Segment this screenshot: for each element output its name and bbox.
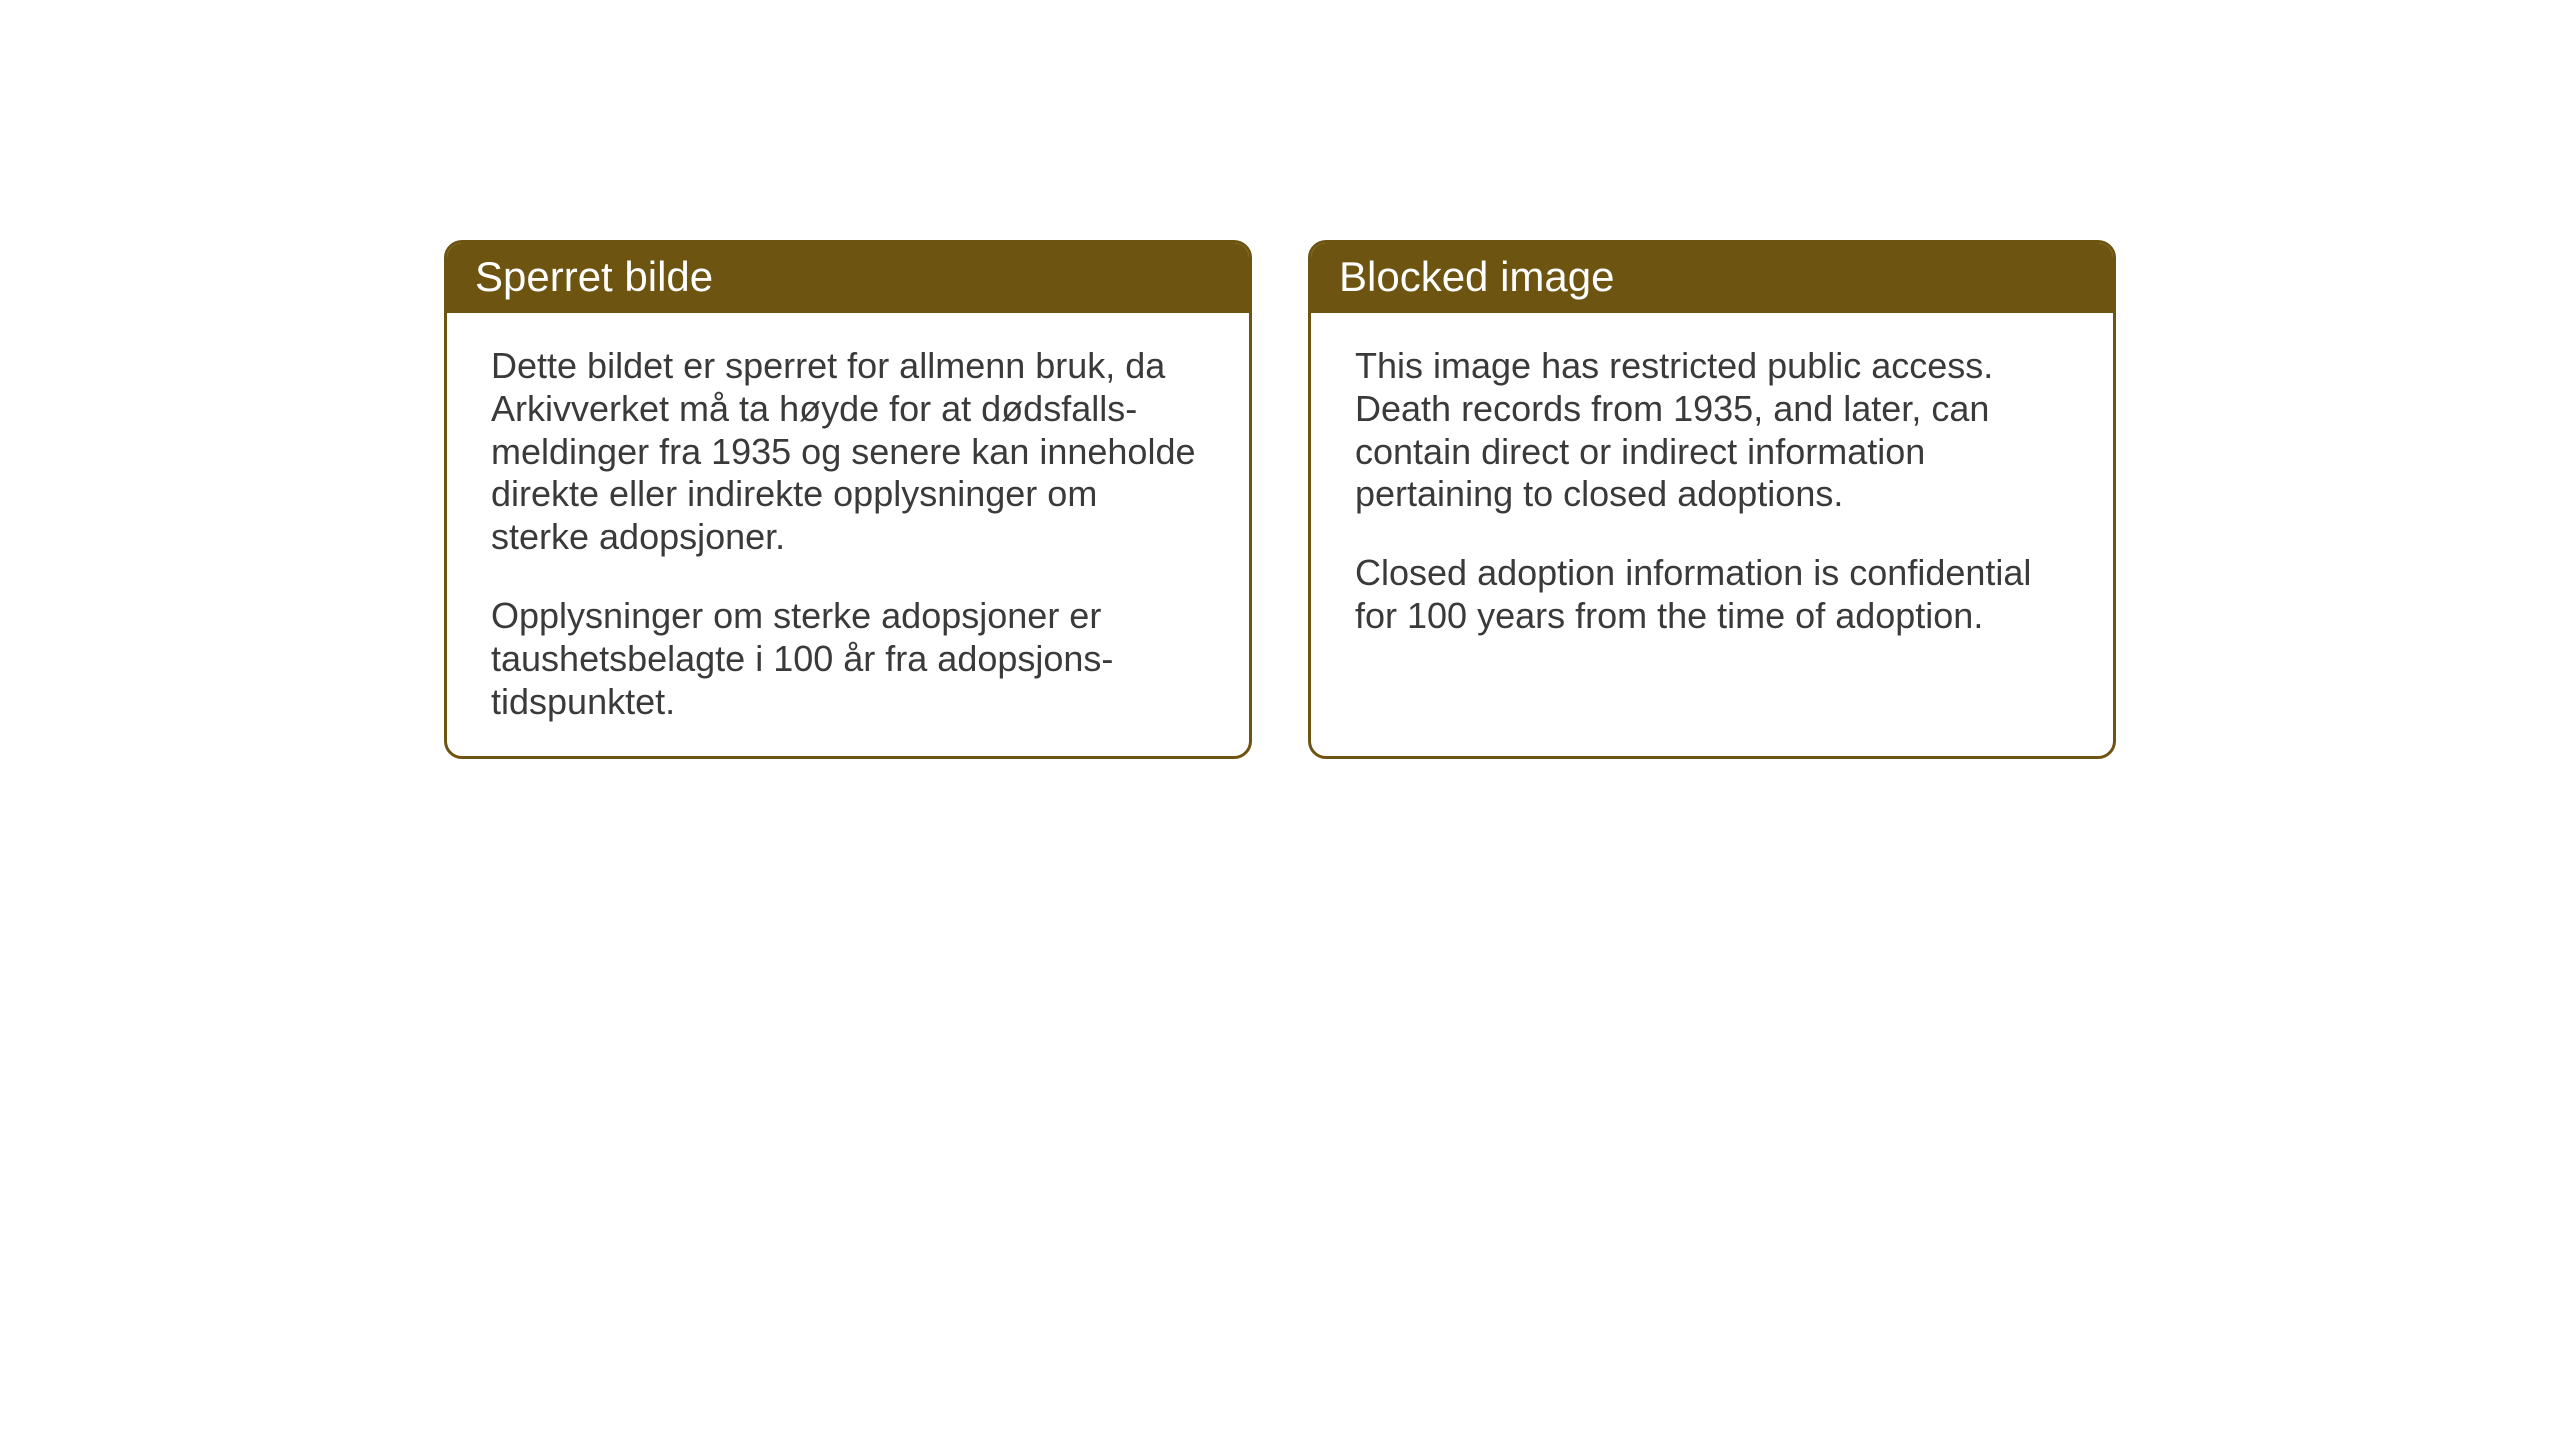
norwegian-card: Sperret bilde Dette bildet er sperret fo… [444,240,1252,759]
norwegian-paragraph-1: Dette bildet er sperret for allmenn bruk… [491,345,1205,559]
english-card-title: Blocked image [1339,253,1614,300]
english-card-header: Blocked image [1311,243,2113,313]
norwegian-card-body: Dette bildet er sperret for allmenn bruk… [447,313,1249,756]
english-card-body: This image has restricted public access.… [1311,313,2113,698]
english-paragraph-1: This image has restricted public access.… [1355,345,2069,516]
norwegian-card-title: Sperret bilde [475,253,713,300]
norwegian-card-header: Sperret bilde [447,243,1249,313]
english-card: Blocked image This image has restricted … [1308,240,2116,759]
cards-container: Sperret bilde Dette bildet er sperret fo… [444,240,2116,759]
norwegian-paragraph-2: Opplysninger om sterke adopsjoner er tau… [491,595,1205,723]
english-paragraph-2: Closed adoption information is confident… [1355,552,2069,638]
